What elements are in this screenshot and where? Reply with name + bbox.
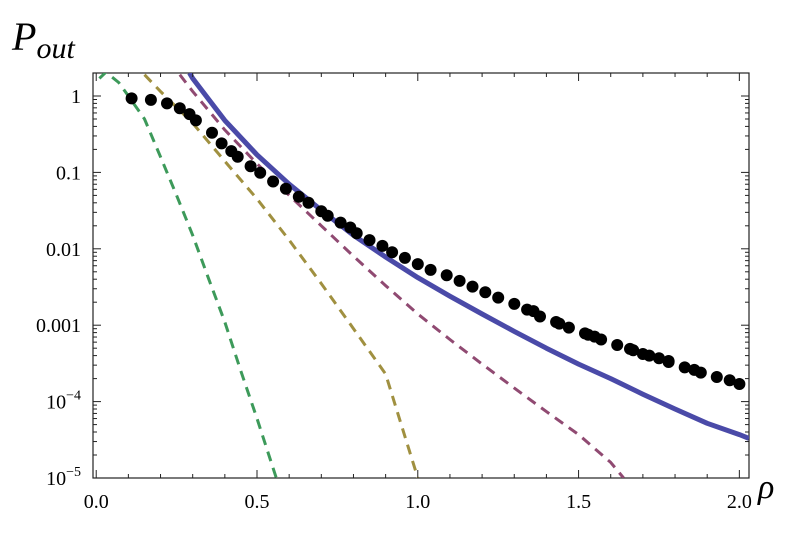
y-tick-label: 0.01: [46, 239, 81, 261]
data-point: [244, 160, 257, 173]
x-axis-title: ρ: [757, 469, 774, 506]
data-point: [440, 269, 453, 282]
x-tick-label: 0.5: [245, 491, 270, 513]
data-point: [553, 317, 566, 330]
plot-frame: [92, 72, 750, 479]
data-point: [292, 190, 305, 203]
data-point: [386, 246, 399, 259]
data-point: [215, 137, 228, 150]
x-tick-label: 1.0: [405, 491, 430, 513]
data-point: [334, 216, 347, 229]
data-point: [624, 342, 636, 355]
tick-layer: 0.0 0.5 1.0 1.5 2.0 1 0.1 0.01 0.001 10−4 10−5: [36, 72, 752, 513]
y-tick-label: 10−5: [46, 465, 81, 490]
data-point: [279, 182, 292, 195]
data-point: [527, 305, 540, 318]
y-tick-label: 10−4: [46, 389, 81, 414]
data-point: [492, 291, 505, 304]
data-point: [678, 361, 691, 374]
dashed-series-line-0: [98, 73, 278, 478]
x-tick-label: 2.0: [727, 491, 752, 513]
solid-series-line: [187, 73, 749, 441]
data-point: [710, 371, 723, 383]
y-axis-title: Pout: [11, 14, 75, 65]
data-point: [144, 93, 157, 106]
y-tick-label: 0.1: [56, 162, 81, 184]
data-point: [398, 251, 411, 264]
data-point: [231, 150, 244, 163]
data-point: [254, 166, 267, 179]
dashed-series-line-2: [178, 73, 625, 478]
data-point: [508, 297, 521, 310]
data-point: [376, 239, 389, 252]
data-point: [466, 280, 479, 293]
data-point: [479, 286, 492, 299]
y-axis-title-subscript: out: [36, 32, 75, 65]
data-point: [206, 126, 218, 139]
data-point: [173, 102, 186, 115]
data-point: [636, 348, 649, 360]
y-tick-label: 0.001: [36, 315, 81, 337]
data-point: [411, 258, 424, 271]
x-tick-label: 0.0: [84, 491, 109, 513]
data-point: [267, 175, 280, 188]
data-point: [653, 352, 665, 365]
data-point: [688, 363, 701, 376]
data-point: [321, 209, 334, 222]
data-point: [189, 114, 202, 127]
data-point: [562, 321, 575, 334]
data-point: [662, 355, 675, 367]
data-point: [125, 92, 138, 105]
data-point: [733, 378, 746, 390]
data-point: [424, 263, 437, 276]
data-point: [363, 234, 376, 247]
y-tick-label: 1: [71, 86, 81, 108]
data-point: [611, 339, 624, 351]
data-point: [453, 274, 466, 287]
data-point: [723, 374, 736, 387]
data-point: [582, 328, 595, 341]
dashed-series-line-1: [143, 73, 420, 478]
data-point: [302, 196, 315, 209]
x-tick-label: 1.5: [566, 491, 591, 513]
data-point: [161, 97, 173, 110]
data-point: [350, 227, 363, 240]
series-layer: [98, 73, 749, 478]
